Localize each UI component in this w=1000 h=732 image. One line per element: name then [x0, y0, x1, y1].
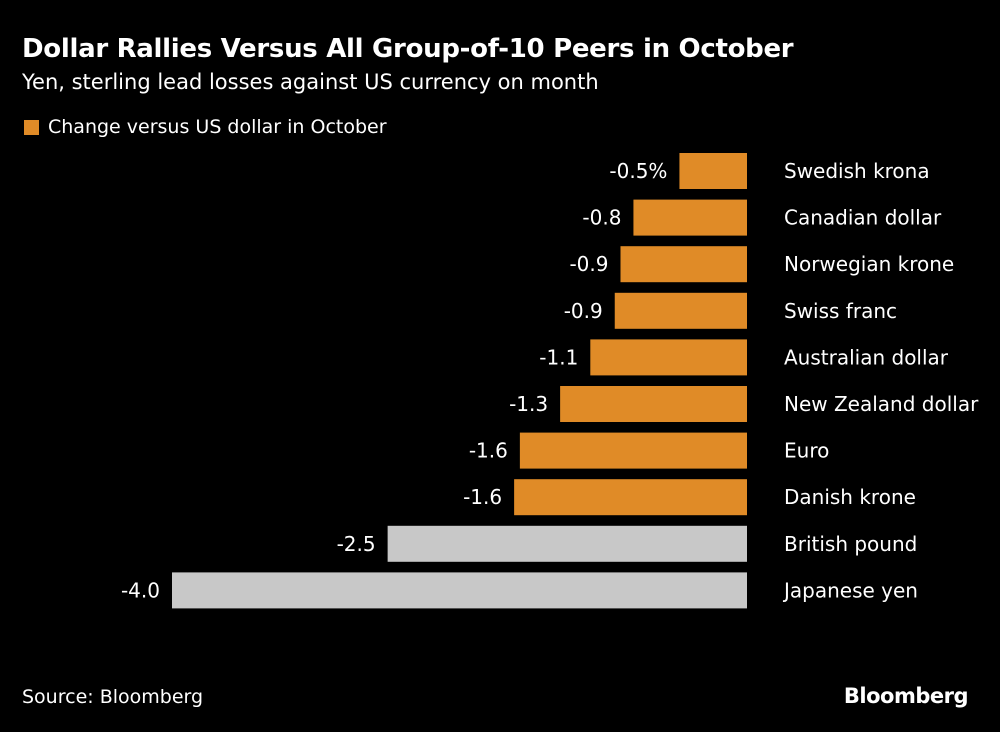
bar [387, 525, 747, 562]
data-label: -0.8 [582, 206, 621, 230]
data-label: -1.6 [463, 485, 502, 509]
data-label: -1.3 [509, 392, 548, 416]
source-note: Source: Bloomberg [22, 686, 204, 708]
category-label: Danish krone [784, 485, 916, 509]
data-label: -2.5 [337, 532, 376, 556]
category-label: Swiss franc [784, 299, 897, 323]
category-label: British pound [784, 532, 917, 556]
legend-label: Change versus US dollar in October [48, 116, 387, 138]
category-label: New Zealand dollar [784, 392, 979, 416]
data-label: -1.1 [539, 345, 578, 369]
data-label: -4.0 [121, 578, 160, 602]
legend-swatch [24, 119, 39, 135]
bar [633, 199, 747, 236]
data-label: -0.5% [609, 159, 667, 183]
bar [514, 479, 747, 516]
category-label: Swedish krona [784, 159, 930, 183]
category-label: Canadian dollar [784, 206, 942, 230]
bar [519, 432, 747, 469]
bar [620, 246, 747, 283]
category-label: Norwegian krone [784, 252, 954, 276]
bar [679, 153, 747, 189]
chart-subtitle: Yen, sterling lead losses against US cur… [22, 70, 599, 94]
bar [560, 386, 747, 422]
category-label: Japanese yen [782, 578, 918, 602]
bloomberg-logo: Bloomberg [843, 684, 969, 708]
legend: Change versus US dollar in October [24, 116, 387, 138]
chart-title: Dollar Rallies Versus All Group-of-10 Pe… [22, 34, 794, 64]
category-label: Euro [784, 439, 829, 463]
data-label: -1.6 [469, 439, 508, 463]
bar [172, 572, 747, 609]
category-label: Australian dollar [784, 345, 949, 369]
data-label: -0.9 [564, 299, 603, 323]
bar [590, 339, 747, 376]
data-label: -0.9 [569, 252, 608, 276]
bar [614, 292, 747, 329]
